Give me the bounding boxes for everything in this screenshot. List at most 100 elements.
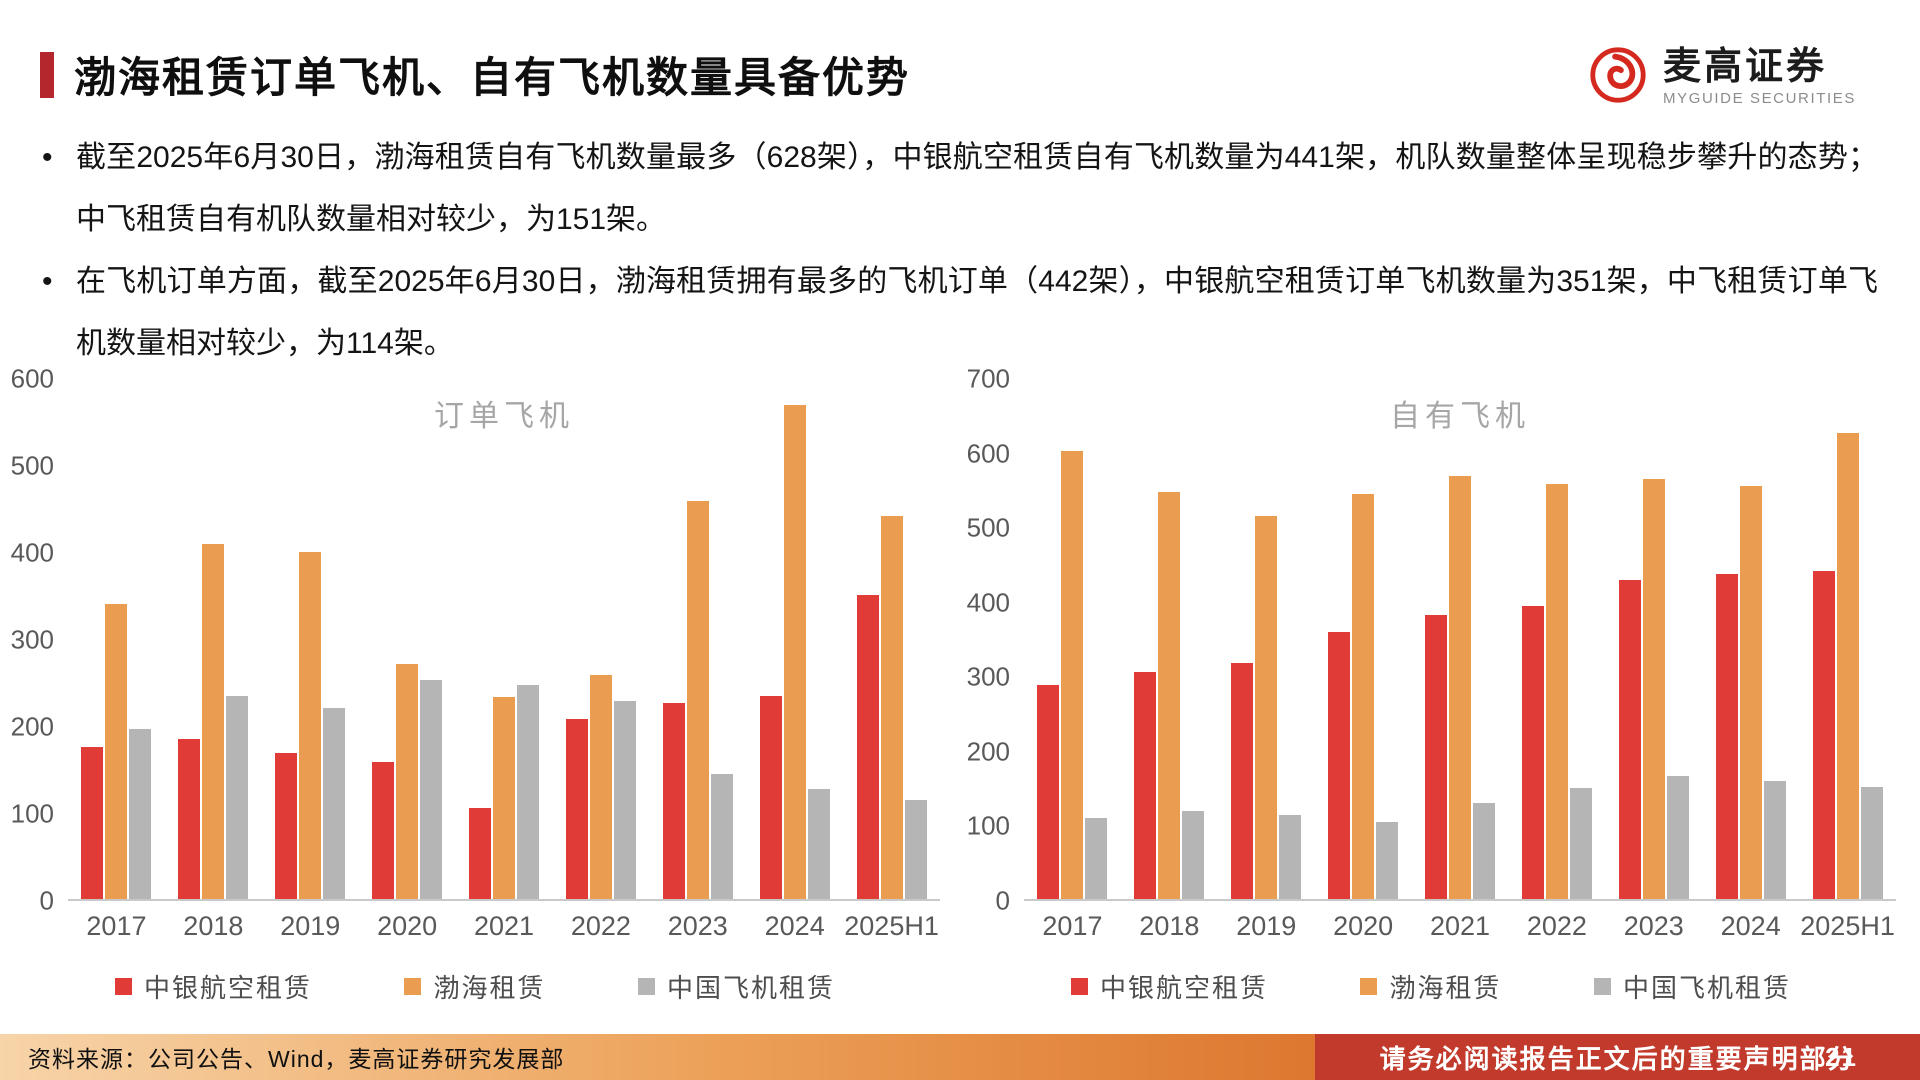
bar [1061,451,1084,899]
bar [226,696,249,899]
bar [662,703,685,899]
title-accent-bar [40,51,54,98]
x-tick-label: 2020 [377,911,438,941]
y-tick-label: 200 [966,736,1010,767]
bar-group-2025H1 [1799,379,1896,899]
bar-group-2020 [359,379,456,899]
bar [686,501,709,899]
y-tick-label: 500 [10,450,54,481]
bar [710,774,733,899]
bar [202,543,225,899]
y-tick-label: 400 [966,587,1010,618]
bar [1376,821,1399,899]
bar [1860,786,1883,899]
disclaimer-bar: 请务必阅读报告正文后的重要声明部分 21 [1315,1034,1920,1080]
legend-label: 渤海租赁 [433,973,546,1003]
bar [1255,515,1278,899]
bar [1231,662,1254,899]
bar [1328,631,1351,899]
bar [880,515,903,899]
bar [1425,614,1447,899]
y-tick-label: 100 [10,798,54,829]
y-axis: 0 100 200 300 400 500 600 [10,364,68,916]
x-axis: 2017 2018 2019 2020 2021 2022 2023 2024 2025H1 [68,911,940,942]
charts-row: 0 100 200 300 400 500 600 订单飞机 2017 2018 2019 202… [0,364,1920,1005]
bar-group-2019 [262,379,359,899]
bar-group-2018 [1121,379,1218,899]
legend-item: 中国飞机租赁 [1593,968,1791,1005]
x-tick-label: 2019 [1236,911,1297,941]
legend-item: 中银航空租赁 [115,968,312,1005]
bar [904,800,927,899]
bar [275,753,298,899]
bar [1545,483,1568,899]
legend-label: 渤海租赁 [1389,973,1502,1003]
x-tick-label: 2020 [1333,911,1394,941]
bar [1739,485,1762,899]
source-note: 资料来源：公司公告、Wind，麦高证券研究发展部 [0,1034,1316,1080]
bar [589,674,612,899]
x-tick-label: 2019 [280,911,341,941]
bar [1449,475,1471,899]
chart-body: 0 100 200 300 400 500 600 订单飞机 2017 2018 2019 202… [10,364,940,942]
brand-name: 麦高证券 [1663,45,1828,88]
bar [517,684,539,899]
x-tick-label: 2024 [1720,911,1781,941]
bar-group-2022 [1508,379,1605,899]
bar [178,738,201,899]
brand-logo: 麦高证券 MYGUIDE SECURITIES [1587,44,1856,111]
bar [1666,776,1689,899]
y-tick-label: 300 [966,661,1010,692]
legend-item: 渤海租赁 [1360,968,1501,1005]
x-tick-label: 2022 [570,911,631,941]
bar [1085,818,1108,899]
plot-column: 自有飞机 2017 2018 2019 2020 2021 2022 2023 2024 202… [1024,379,1896,942]
legend-swatch [1071,978,1088,995]
chart-title: 自有飞机 [1390,400,1530,433]
chart-legend: 中银航空租赁 渤海租赁 中国飞机租赁 [966,968,1896,1005]
bullet-item-1: 截至2025年6月30日，渤海租赁自有飞机数量最多（628架），中银航空租赁自有… [40,127,1878,251]
bar-group-2020 [1315,379,1412,899]
bar [1352,494,1375,899]
bar [1618,579,1641,899]
bar [1182,811,1205,899]
chart-body: 0 100 200 300 400 500 600 700 自有飞机 2017 2018 2019… [966,364,1896,942]
plot-area [1024,379,1896,901]
x-tick-label: 2018 [1139,911,1200,941]
legend-swatch [1360,978,1378,995]
y-tick-label: 700 [966,363,1010,394]
x-tick-label: 2023 [667,911,728,941]
bar-group-2024 [746,379,843,899]
bar [129,729,152,899]
bar [372,762,395,899]
x-tick-label: 2018 [183,911,244,941]
x-tick-label: 2017 [86,911,147,941]
y-axis: 0 100 200 300 400 500 600 700 [966,364,1024,916]
legend-swatch [115,978,132,995]
bar-group-2017 [1024,379,1121,899]
legend-label: 中国飞机租赁 [1622,973,1791,1003]
bar-group-2024 [1702,379,1799,899]
header: 渤海租赁订单飞机、自有飞机数量具备优势 麦高证券 MYGUIDE SECURIT… [0,0,1920,111]
x-tick-label: 2025H1 [844,911,939,941]
x-tick-label: 2017 [1042,911,1103,941]
y-tick-label: 600 [10,363,54,394]
bar [493,697,515,899]
bar [396,664,419,899]
x-tick-label: 2023 [1623,911,1684,941]
bar-group-2021 [1412,379,1509,899]
y-tick-label: 200 [10,711,54,742]
bar [420,679,443,899]
bar [783,405,806,899]
bar [1279,815,1302,899]
bar [1134,672,1157,899]
bullet-item-2: 在飞机订单方面，截至2025年6月30日，渤海租赁拥有最多的飞机订单（442架）… [40,251,1878,375]
bar-group-2019 [1218,379,1315,899]
footer-bar: 资料来源：公司公告、Wind，麦高证券研究发展部 请务必阅读报告正文后的重要声明… [0,1034,1920,1080]
bar [856,594,879,899]
x-tick-label: 2022 [1526,911,1587,941]
chart-owned-aircraft: 0 100 200 300 400 500 600 700 自有飞机 2017 2018 2019… [966,364,1896,1005]
bar [565,718,588,899]
legend-item: 中国飞机租赁 [637,968,835,1005]
bar [1569,787,1592,899]
